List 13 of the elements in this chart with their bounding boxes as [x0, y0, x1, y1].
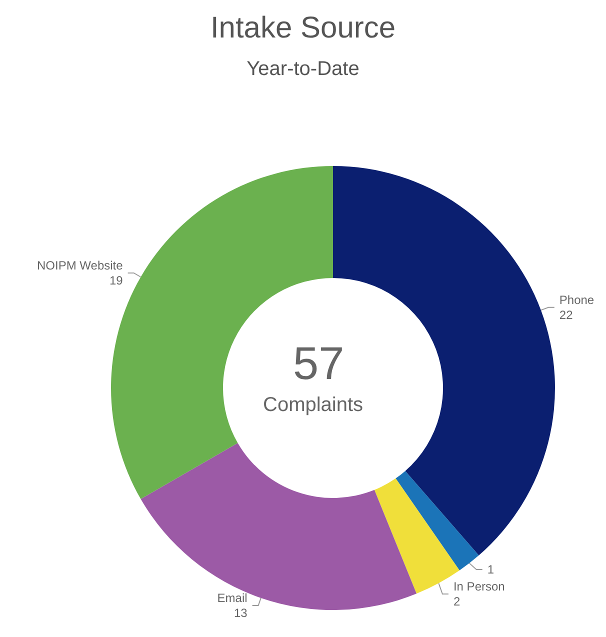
data-label: 22: [559, 308, 574, 322]
text: 57: [293, 337, 344, 389]
slice-label: In Person: [453, 580, 505, 594]
data-label: 13: [234, 606, 248, 620]
slice-label: Phone: [559, 292, 594, 307]
chart-subtitle: Year-to-Date: [246, 58, 360, 80]
data-label: 19: [109, 274, 124, 288]
slice-label: Email: [217, 591, 248, 606]
data-label: 1: [487, 562, 494, 576]
chart-title: Intake Source: [210, 12, 396, 44]
text: Complaints: [263, 394, 364, 416]
slice-label: NOIPM Website: [37, 258, 124, 272]
data-label: 2: [453, 594, 460, 608]
